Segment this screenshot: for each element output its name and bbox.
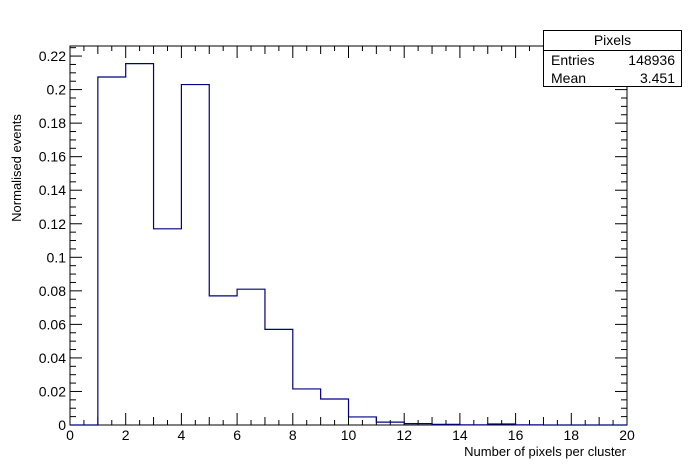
tick-labels: 0 2 4 6 8 10 12 14 16 18 20 0 0.02 0.04 0.06 0.08 0.1 0.1… [39, 48, 635, 443]
stats-title: Pixels [544, 31, 681, 51]
y-tick-label: 0.22 [39, 48, 66, 64]
histogram-series [70, 63, 627, 426]
x-tick-label: 14 [452, 427, 468, 443]
y-tick-label: 0.08 [39, 283, 66, 299]
x-tick-label: 18 [564, 427, 580, 443]
stats-entries-value: 148936 [628, 52, 675, 68]
x-axis-label: Number of pixels per cluster [464, 444, 627, 459]
x-tick-label: 8 [289, 427, 297, 443]
x-tick-label: 20 [619, 427, 635, 443]
x-tick-label: 2 [122, 427, 130, 443]
x-tick-label: 12 [396, 427, 412, 443]
y-tick-label: 0.2 [47, 82, 67, 98]
stats-entries-label: Entries [551, 52, 595, 68]
y-tick-label: 0.02 [39, 383, 66, 399]
y-tick-label: 0.16 [39, 149, 66, 165]
x-tick-label: 16 [508, 427, 524, 443]
y-tick-label: 0.06 [39, 316, 66, 332]
stats-box: Pixels Entries 148936 Mean 3.451 [543, 30, 682, 87]
y-axis-label: Normalised events [9, 114, 24, 222]
x-tick-label: 4 [178, 427, 186, 443]
x-tick-label: 6 [233, 427, 241, 443]
stats-entries-row: Entries 148936 [544, 51, 681, 69]
stats-mean-label: Mean [551, 70, 587, 86]
y-tick-label: 0.04 [39, 350, 66, 366]
stats-mean-value: 3.451 [639, 70, 675, 86]
y-tick-label: 0.1 [47, 249, 67, 265]
y-tick-label: 0.14 [39, 182, 66, 198]
stats-mean-row: Mean 3.451 [544, 69, 681, 87]
y-tick-label: 0.18 [39, 115, 66, 131]
y-tick-label: 0.12 [39, 216, 66, 232]
x-tick-label: 0 [66, 427, 74, 443]
x-tick-label: 10 [341, 427, 357, 443]
y-tick-label: 0 [58, 417, 66, 433]
